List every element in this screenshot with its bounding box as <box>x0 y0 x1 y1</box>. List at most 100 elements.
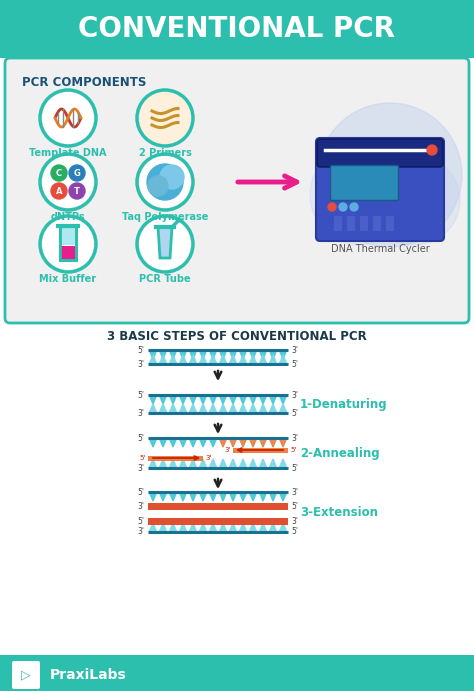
Polygon shape <box>189 404 197 413</box>
Text: DNA Thermal Cycler: DNA Thermal Cycler <box>331 244 429 254</box>
Text: CONVENTIONAL PCR: CONVENTIONAL PCR <box>79 15 395 43</box>
Polygon shape <box>189 355 197 364</box>
Text: PraxiLabs: PraxiLabs <box>50 668 127 682</box>
Polygon shape <box>219 492 227 501</box>
Polygon shape <box>179 350 187 359</box>
Polygon shape <box>209 492 217 501</box>
Circle shape <box>160 165 184 189</box>
Polygon shape <box>229 350 237 359</box>
Circle shape <box>350 203 358 211</box>
Polygon shape <box>179 523 187 532</box>
Text: 3-Extension: 3-Extension <box>300 506 378 518</box>
Polygon shape <box>199 492 207 501</box>
Text: 5': 5' <box>137 516 144 525</box>
Polygon shape <box>279 492 287 501</box>
Polygon shape <box>229 404 237 413</box>
Polygon shape <box>279 404 287 413</box>
Polygon shape <box>239 459 247 468</box>
Polygon shape <box>239 523 247 532</box>
Circle shape <box>328 203 336 211</box>
Polygon shape <box>179 492 187 501</box>
Polygon shape <box>199 459 207 468</box>
Polygon shape <box>169 523 177 532</box>
Polygon shape <box>189 492 197 501</box>
Polygon shape <box>149 350 157 359</box>
Polygon shape <box>169 355 177 364</box>
Polygon shape <box>269 438 277 447</box>
Polygon shape <box>269 459 277 468</box>
Polygon shape <box>209 355 217 364</box>
Text: 3': 3' <box>137 408 144 417</box>
Polygon shape <box>159 395 167 404</box>
Polygon shape <box>199 438 207 447</box>
Bar <box>61 227 75 245</box>
Polygon shape <box>189 395 197 404</box>
FancyBboxPatch shape <box>5 58 469 323</box>
Text: 5': 5' <box>291 464 298 473</box>
Text: 3': 3' <box>291 346 298 354</box>
Polygon shape <box>259 459 267 468</box>
Text: 3': 3' <box>137 359 144 368</box>
Polygon shape <box>249 523 257 532</box>
Polygon shape <box>239 404 247 413</box>
Text: G: G <box>73 169 81 178</box>
Polygon shape <box>159 350 167 359</box>
Polygon shape <box>209 523 217 532</box>
FancyBboxPatch shape <box>385 215 394 231</box>
Polygon shape <box>169 350 177 359</box>
Polygon shape <box>269 350 277 359</box>
Polygon shape <box>159 492 167 501</box>
Text: 1-Denaturing: 1-Denaturing <box>300 397 388 410</box>
Text: Template DNA: Template DNA <box>29 148 107 158</box>
Polygon shape <box>169 395 177 404</box>
Polygon shape <box>219 404 227 413</box>
Polygon shape <box>269 404 277 413</box>
Polygon shape <box>239 355 247 364</box>
Text: 3': 3' <box>291 433 298 442</box>
Text: C: C <box>56 169 62 178</box>
Text: 2-Annealing: 2-Annealing <box>300 446 380 460</box>
Text: Taq Polymerase: Taq Polymerase <box>122 212 208 222</box>
Polygon shape <box>239 492 247 501</box>
Polygon shape <box>159 523 167 532</box>
Polygon shape <box>209 404 217 413</box>
Polygon shape <box>219 438 227 447</box>
Polygon shape <box>219 355 227 364</box>
Circle shape <box>370 155 460 245</box>
Polygon shape <box>169 438 177 447</box>
Text: 5': 5' <box>137 433 144 442</box>
Polygon shape <box>159 355 167 364</box>
Polygon shape <box>149 492 157 501</box>
Polygon shape <box>229 523 237 532</box>
Polygon shape <box>169 459 177 468</box>
Circle shape <box>51 183 67 199</box>
Polygon shape <box>199 404 207 413</box>
Polygon shape <box>199 523 207 532</box>
Polygon shape <box>179 395 187 404</box>
Text: 3': 3' <box>225 447 231 453</box>
Circle shape <box>139 156 191 208</box>
Polygon shape <box>229 492 237 501</box>
Text: 3': 3' <box>291 516 298 525</box>
Polygon shape <box>149 438 157 447</box>
Circle shape <box>42 156 94 208</box>
Polygon shape <box>229 355 237 364</box>
Polygon shape <box>149 459 157 468</box>
Polygon shape <box>249 492 257 501</box>
Polygon shape <box>219 459 227 468</box>
Text: 5': 5' <box>137 346 144 354</box>
Polygon shape <box>179 438 187 447</box>
Polygon shape <box>209 395 217 404</box>
Polygon shape <box>279 395 287 404</box>
Text: T: T <box>74 187 80 196</box>
FancyBboxPatch shape <box>359 215 368 231</box>
Polygon shape <box>159 404 167 413</box>
Polygon shape <box>279 355 287 364</box>
Polygon shape <box>269 355 277 364</box>
Text: 3': 3' <box>205 455 211 461</box>
Polygon shape <box>189 523 197 532</box>
Bar <box>148 456 203 461</box>
Text: dNTPs: dNTPs <box>51 212 85 222</box>
Polygon shape <box>229 438 237 447</box>
Polygon shape <box>219 523 227 532</box>
